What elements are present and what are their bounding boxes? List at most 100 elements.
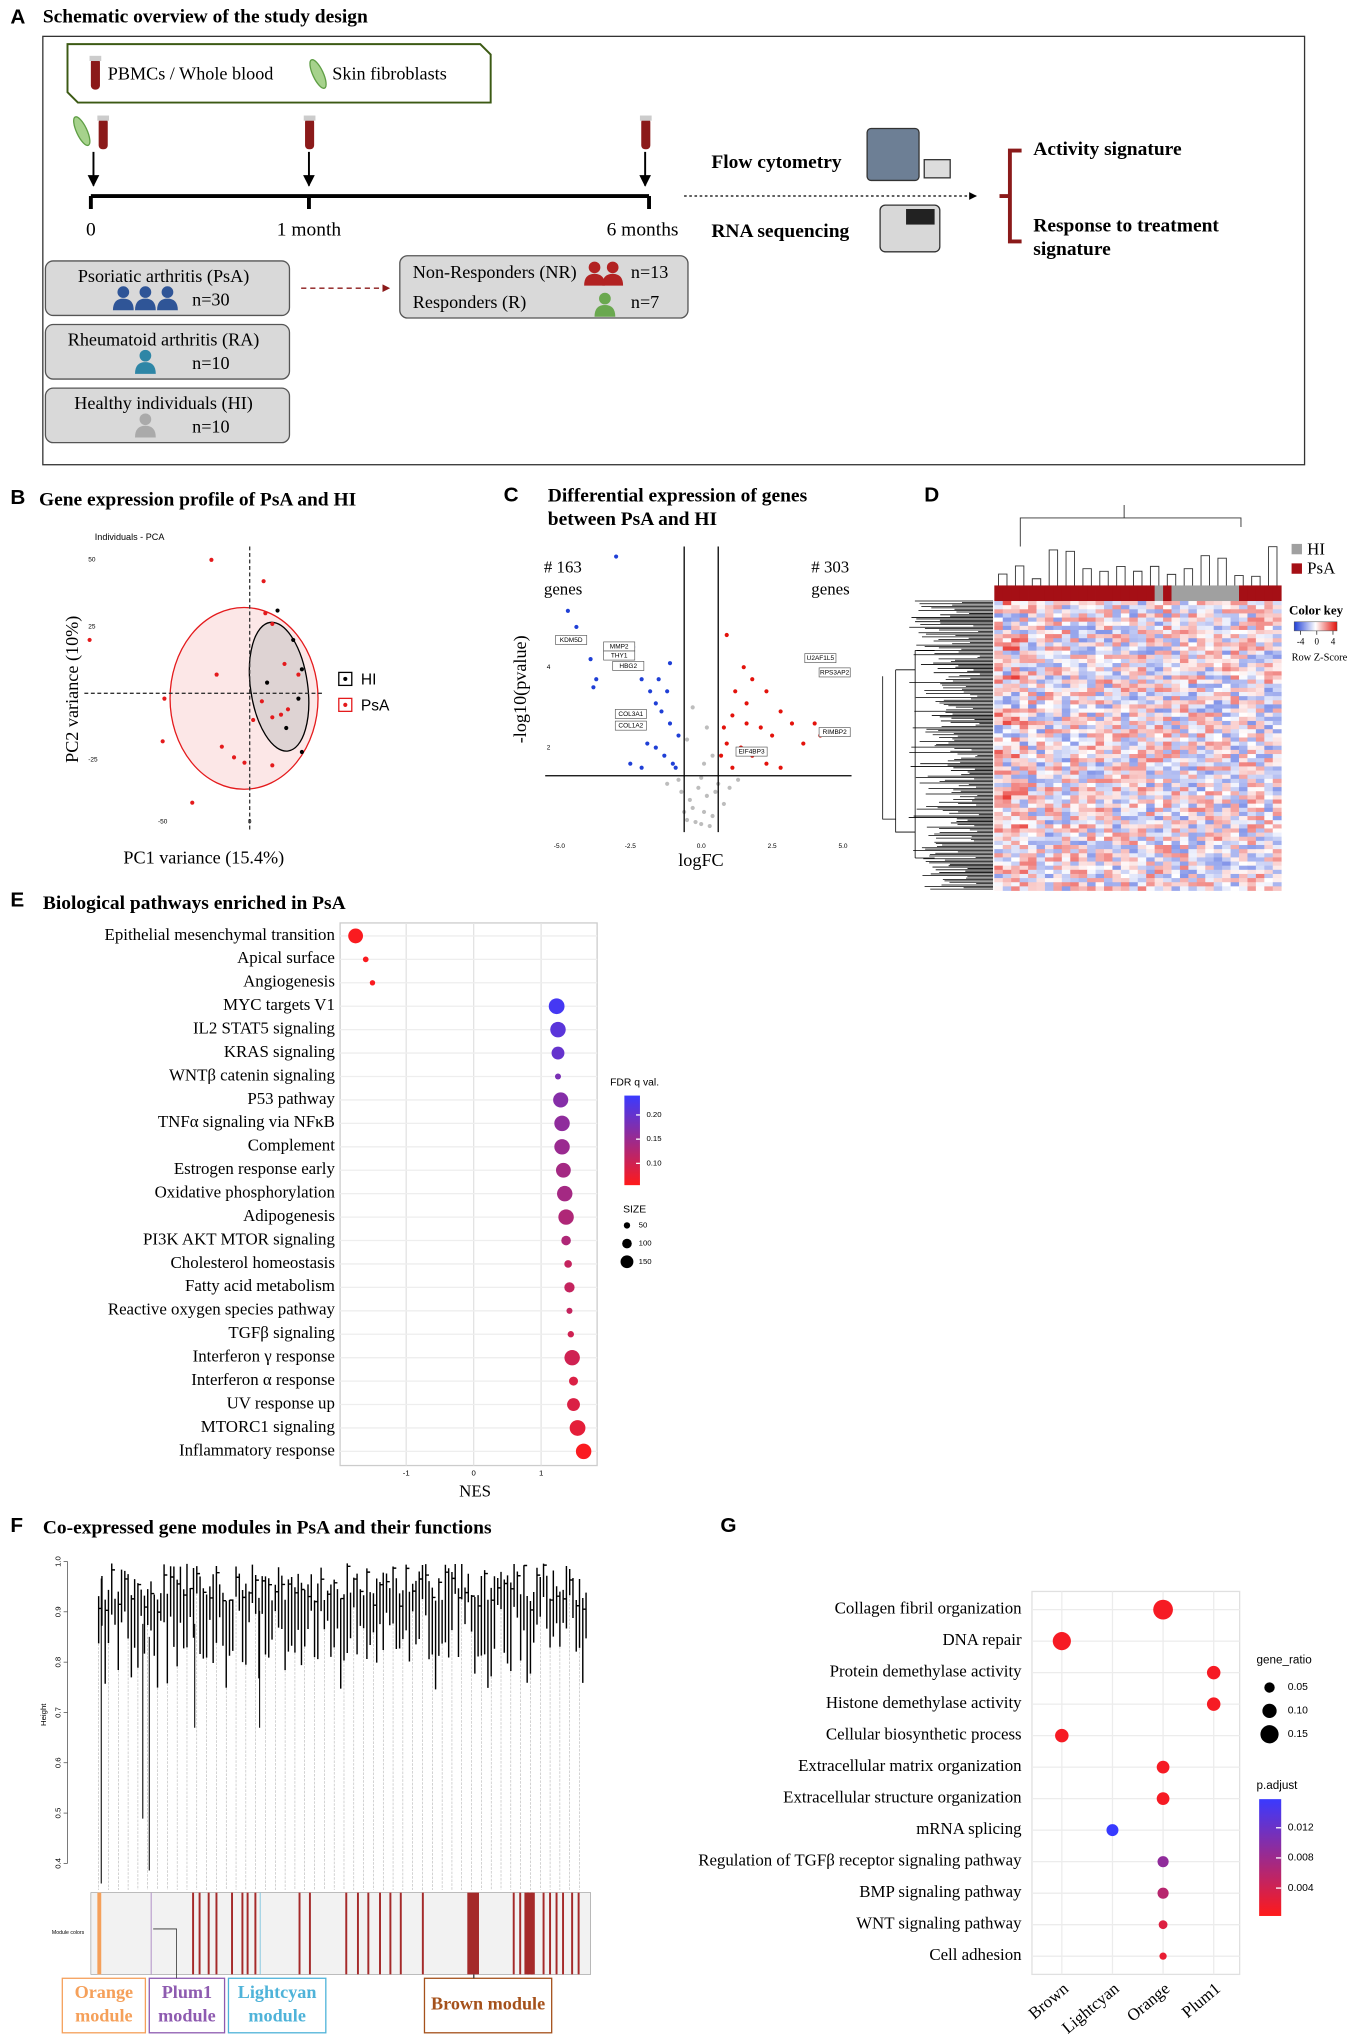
heatmap-texture-cell: [1255, 869, 1265, 875]
heatmap-texture-cell: [1137, 799, 1147, 805]
heatmap-texture-cell: [1255, 638, 1265, 643]
heatmap-texture-cell: [1272, 654, 1282, 660]
heatmap-texture-cell: [1044, 886, 1054, 891]
heatmap-texture-cell: [1011, 733, 1021, 738]
heatmap-texture-cell: [1196, 807, 1206, 813]
heatmap-texture-cell: [1104, 679, 1113, 685]
heatmap-texture-cell: [1028, 758, 1037, 763]
heatmap-texture-cell: [1053, 803, 1063, 809]
heatmap-texture-cell: [1104, 762, 1113, 767]
heatmap-texture-cell: [1044, 687, 1054, 693]
heatmap-texture-cell: [994, 820, 1004, 825]
heatmap-texture-cell: [1188, 878, 1198, 883]
heatmap-texture-cell: [1179, 840, 1189, 846]
heatmap-texture-cell: [1188, 679, 1198, 685]
heatmap-texture-cell: [1036, 613, 1046, 618]
module-stripe: [254, 1892, 257, 1975]
heatmap-texture-cell: [1163, 778, 1172, 784]
heatmap-texture-cell: [1070, 861, 1080, 867]
heatmap-texture-cell: [1154, 625, 1164, 631]
heatmap-texture-cell: [1053, 774, 1063, 780]
heatmap-texture-cell: [1036, 712, 1046, 718]
heatmap-texture-cell: [1070, 873, 1080, 879]
heatmap-texture-cell: [1104, 700, 1113, 705]
tube-cap: [89, 55, 102, 62]
heatmap-texture-cell: [1222, 828, 1231, 833]
heatmap-texture-cell: [1028, 663, 1037, 668]
heatmap-texture-cell: [1239, 766, 1248, 771]
heatmap-texture-cell: [1137, 820, 1147, 825]
heatmap-texture-cell: [1213, 840, 1223, 846]
cohort-n: n=10: [192, 353, 229, 373]
heatmap-texture-cell: [1272, 650, 1282, 656]
heatmap-texture-cell: [1019, 634, 1029, 639]
heatmap-texture-cell: [1120, 749, 1130, 755]
heatmap-texture-cell: [1179, 824, 1189, 829]
dendrogram-leaves: [98, 1593, 580, 1891]
heatmap-texture-cell: [1196, 671, 1206, 676]
heatmap-texture-cell: [1179, 654, 1189, 660]
point: [750, 677, 755, 682]
heatmap-texture-cell: [1154, 675, 1164, 680]
heatmap-texture-cell: [1087, 642, 1096, 647]
heatmap-texture-cell: [1129, 625, 1139, 631]
heatmap-texture-cell: [1154, 720, 1164, 726]
heatmap-texture-cell: [1120, 675, 1130, 680]
heatmap-texture-cell: [1205, 828, 1215, 833]
heatmap-texture-cell: [1222, 778, 1231, 784]
heatmap-texture-cell: [1095, 865, 1105, 871]
heatmap-texture-cell: [1053, 725, 1063, 730]
heatmap-texture-cell: [1095, 820, 1105, 825]
heatmap-texture-cell: [1011, 621, 1021, 627]
heatmap-texture-cell: [1112, 617, 1122, 623]
heatmap-texture-cell: [1230, 729, 1240, 734]
heatmap-texture-cell: [1002, 712, 1012, 718]
heatmap-texture-cell: [1213, 836, 1223, 842]
heatmap-texture-cell: [994, 828, 1004, 833]
dot: [567, 1331, 574, 1338]
heatmap-texture-cell: [1044, 791, 1054, 796]
colorbar-title: p.adjust: [1257, 1779, 1299, 1792]
heatmap-texture-cell: [1104, 716, 1113, 722]
heatmap-texture-cell: [1070, 749, 1080, 755]
heatmap-texture-cell: [1137, 716, 1147, 722]
heatmap-texture-cell: [1154, 634, 1164, 639]
module-label-box: [423, 1977, 553, 2034]
heatmap-texture-cell: [1087, 716, 1096, 722]
y-tick-label: Histone demethylase activity: [826, 1693, 1022, 1712]
cohort-name: Healthy individuals (HI): [74, 393, 253, 414]
heatmap-texture-cell: [1247, 720, 1257, 726]
heatmap-texture-cell: [1002, 886, 1012, 891]
heatmap-texture-cell: [1011, 601, 1021, 606]
point: [667, 721, 673, 726]
heatmap-texture-cell: [1230, 613, 1240, 618]
heatmap-texture-cell: [1053, 770, 1063, 776]
heatmap-texture-cell: [1028, 782, 1037, 788]
heatmap-texture-cell: [1196, 687, 1206, 693]
heatmap-texture-cell: [1002, 650, 1012, 656]
heatmap-texture-cell: [1264, 836, 1274, 842]
heatmap-texture-cell: [1036, 816, 1046, 821]
heatmap-texture-cell: [1028, 720, 1037, 726]
heatmap-texture-cell: [1222, 816, 1231, 821]
heatmap-texture-cell: [1272, 840, 1282, 846]
heatmap-texture-cell: [1255, 873, 1265, 879]
heatmap-texture-cell: [1095, 816, 1105, 821]
heatmap-texture-cell: [1272, 749, 1282, 755]
heatmap-texture-cell: [1120, 869, 1130, 875]
heatmap-texture-cell: [1272, 849, 1282, 854]
heatmap-texture-cell: [1205, 691, 1215, 697]
heatmap-texture-cell: [1002, 605, 1012, 610]
heatmap-texture-cell: [1154, 869, 1164, 875]
y-tick-label: mRNA splicing: [916, 1819, 1022, 1838]
module-label: Plum1: [162, 1982, 212, 2002]
heatmap-texture-cell: [1222, 601, 1231, 606]
heatmap-texture-cell: [1087, 803, 1096, 809]
heatmap-texture-cell: [1171, 667, 1181, 672]
heatmap-texture-cell: [1129, 754, 1139, 759]
heatmap-texture-cell: [1044, 778, 1054, 784]
heatmap-texture-cell: [1044, 654, 1054, 660]
heatmap-texture-cell: [1011, 799, 1021, 805]
heatmap-texture-cell: [1129, 621, 1139, 627]
heatmap-texture-cell: [1087, 869, 1096, 875]
